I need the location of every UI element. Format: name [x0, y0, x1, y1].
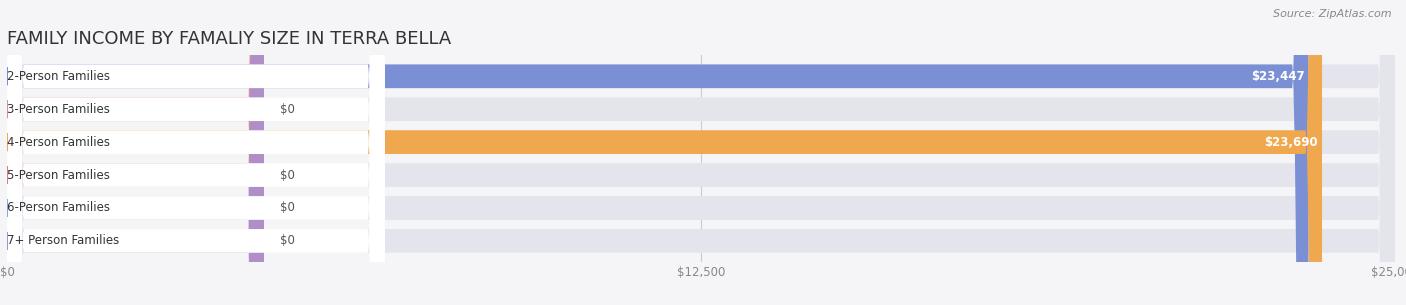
- FancyBboxPatch shape: [7, 0, 1395, 305]
- Text: 4-Person Families: 4-Person Families: [7, 136, 110, 149]
- Text: $23,447: $23,447: [1251, 70, 1305, 83]
- Text: $0: $0: [280, 235, 295, 247]
- Text: 6-Person Families: 6-Person Families: [7, 202, 110, 214]
- FancyBboxPatch shape: [7, 0, 1395, 305]
- FancyBboxPatch shape: [7, 0, 384, 305]
- FancyBboxPatch shape: [7, 0, 384, 305]
- Text: 2-Person Families: 2-Person Families: [7, 70, 110, 83]
- FancyBboxPatch shape: [7, 0, 1395, 305]
- FancyBboxPatch shape: [7, 0, 1395, 305]
- FancyBboxPatch shape: [7, 0, 384, 305]
- FancyBboxPatch shape: [7, 0, 1395, 305]
- Text: 5-Person Families: 5-Person Families: [7, 169, 110, 181]
- Text: 3-Person Families: 3-Person Families: [7, 103, 110, 116]
- Text: 7+ Person Families: 7+ Person Families: [7, 235, 120, 247]
- FancyBboxPatch shape: [7, 0, 264, 305]
- FancyBboxPatch shape: [7, 0, 1322, 305]
- FancyBboxPatch shape: [7, 0, 384, 305]
- Text: FAMILY INCOME BY FAMALIY SIZE IN TERRA BELLA: FAMILY INCOME BY FAMALIY SIZE IN TERRA B…: [7, 30, 451, 48]
- Text: $0: $0: [280, 103, 295, 116]
- Text: $0: $0: [280, 169, 295, 181]
- Text: $0: $0: [280, 202, 295, 214]
- Text: Source: ZipAtlas.com: Source: ZipAtlas.com: [1274, 9, 1392, 19]
- FancyBboxPatch shape: [7, 0, 1395, 305]
- Text: $23,690: $23,690: [1264, 136, 1317, 149]
- FancyBboxPatch shape: [7, 0, 264, 305]
- FancyBboxPatch shape: [7, 0, 384, 305]
- FancyBboxPatch shape: [7, 0, 1309, 305]
- FancyBboxPatch shape: [7, 0, 264, 305]
- FancyBboxPatch shape: [7, 0, 264, 305]
- FancyBboxPatch shape: [7, 0, 384, 305]
